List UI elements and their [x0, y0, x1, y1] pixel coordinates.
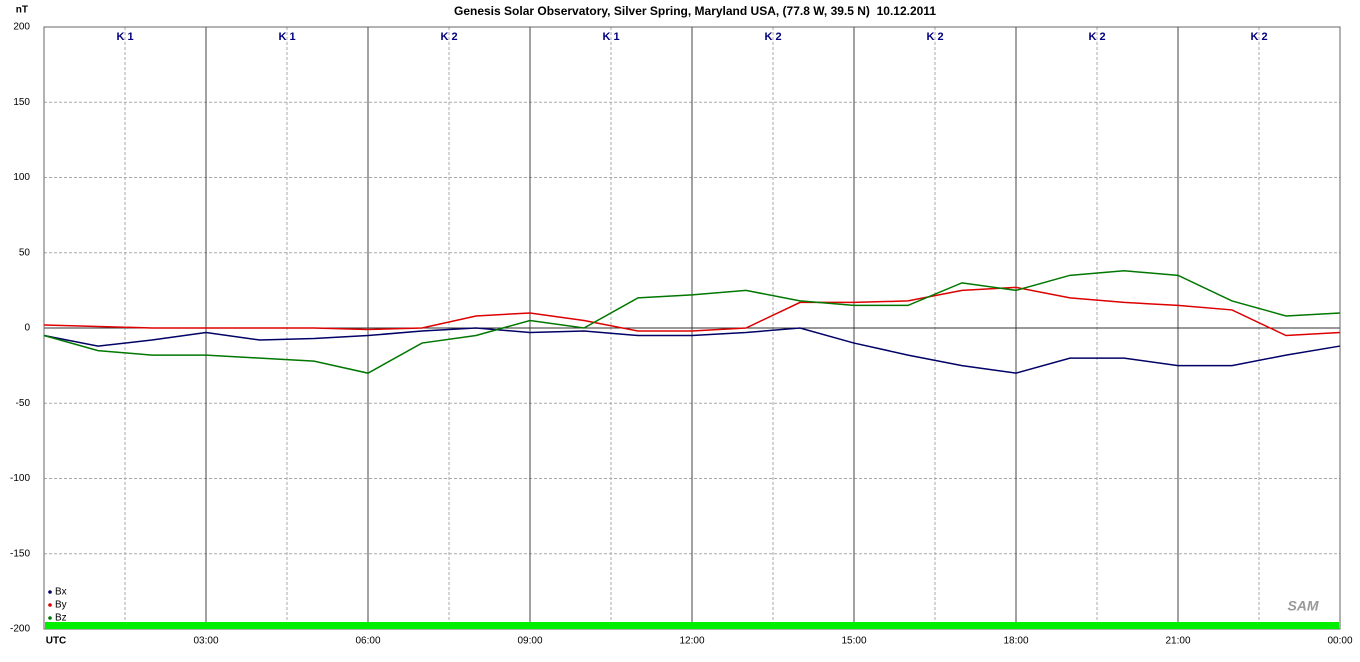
y-tick-label: -50 — [16, 398, 31, 409]
k-index-label: K 2 — [1250, 31, 1267, 43]
x-tick-label: 15:00 — [841, 636, 866, 647]
series-line — [43, 270, 1341, 374]
k-index-label: K 2 — [440, 31, 457, 43]
x-tick-label: 00:00 — [1327, 636, 1352, 647]
y-tick-label: -150 — [10, 548, 30, 559]
k-index-label: K 1 — [602, 31, 619, 43]
x-tick-label: 18:00 — [1003, 636, 1028, 647]
y-tick-label: 200 — [13, 22, 30, 33]
y-tick-label: 100 — [13, 172, 30, 183]
k-index-label: K 2 — [1088, 31, 1105, 43]
series-line — [43, 286, 1341, 337]
status-bar — [45, 622, 1339, 629]
legend-label: Bx — [55, 587, 67, 598]
y-axis-label: nT — [16, 5, 28, 16]
x-tick-label: 21:00 — [1165, 636, 1190, 647]
logo: SAM — [1287, 598, 1318, 614]
legend-label: Bz — [55, 613, 67, 624]
x-tick-label: 09:00 — [517, 636, 542, 647]
y-tick-label: -100 — [10, 473, 30, 484]
k-index-label: K 1 — [278, 31, 295, 43]
legend-label: By — [55, 600, 67, 611]
x-tick-label: 06:00 — [355, 636, 380, 647]
y-tick-label: 150 — [13, 97, 30, 108]
y-tick-label: 0 — [24, 323, 30, 334]
x-tick-label: 12:00 — [679, 636, 704, 647]
legend-marker — [48, 590, 52, 594]
legend-marker — [48, 603, 52, 607]
y-tick-label: 50 — [19, 247, 31, 258]
x-tick-label: UTC — [46, 636, 67, 647]
chart-title: Genesis Solar Observatory, Silver Spring… — [454, 4, 936, 18]
series-line — [43, 327, 1341, 374]
k-index-label: K 2 — [926, 31, 943, 43]
legend-marker — [48, 616, 52, 620]
x-tick-label: 03:00 — [193, 636, 218, 647]
y-tick-label: -200 — [10, 624, 30, 635]
k-index-label: K 1 — [116, 31, 133, 43]
k-index-label: K 2 — [764, 31, 781, 43]
